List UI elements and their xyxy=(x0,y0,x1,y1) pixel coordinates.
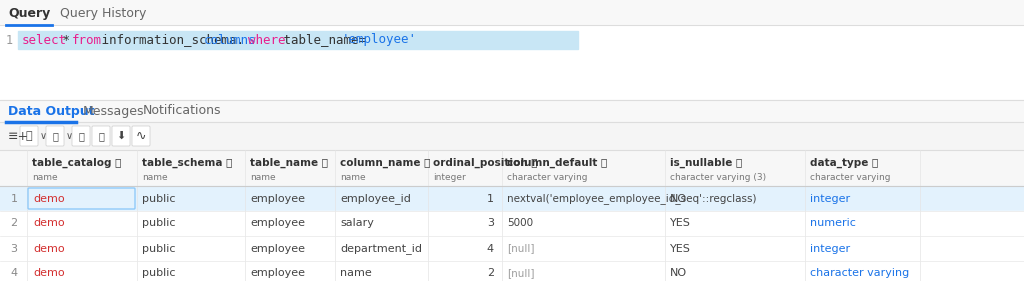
Text: select: select xyxy=(22,33,67,46)
Text: name: name xyxy=(32,173,57,182)
Text: character varying: character varying xyxy=(810,173,891,182)
Text: name: name xyxy=(142,173,168,182)
Text: Query: Query xyxy=(8,6,50,19)
Text: column_default 🔒: column_default 🔒 xyxy=(507,158,607,168)
Text: YES: YES xyxy=(670,219,691,228)
Text: employee_id: employee_id xyxy=(340,193,411,204)
Text: from: from xyxy=(72,33,101,46)
Text: [null]: [null] xyxy=(507,269,535,278)
Bar xyxy=(0,261,1024,281)
Text: 5000: 5000 xyxy=(507,219,534,228)
FancyBboxPatch shape xyxy=(46,126,63,146)
Text: department_id: department_id xyxy=(340,243,422,254)
FancyBboxPatch shape xyxy=(20,126,38,146)
Bar xyxy=(0,150,1024,186)
Text: ≡+: ≡+ xyxy=(8,130,29,142)
Text: ∨: ∨ xyxy=(66,131,73,141)
Text: data_type 🔒: data_type 🔒 xyxy=(810,158,879,168)
Text: 2: 2 xyxy=(486,269,494,278)
Text: demo: demo xyxy=(33,269,65,278)
Text: demo: demo xyxy=(33,194,65,203)
FancyBboxPatch shape xyxy=(92,126,110,146)
Text: salary: salary xyxy=(340,219,374,228)
Text: name: name xyxy=(250,173,275,182)
Text: demo: demo xyxy=(33,244,65,253)
Text: employee: employee xyxy=(250,244,305,253)
Text: public: public xyxy=(142,269,175,278)
Bar xyxy=(0,100,1024,122)
Text: nextval('employee_employee_id_seq'::regclass): nextval('employee_employee_id_seq'::regc… xyxy=(507,193,757,204)
Bar xyxy=(0,122,1024,150)
Text: columns: columns xyxy=(204,33,257,46)
Bar xyxy=(0,236,1024,261)
FancyBboxPatch shape xyxy=(112,126,130,146)
Text: table_catalog 🔒: table_catalog 🔒 xyxy=(32,158,122,168)
Bar xyxy=(0,25,1024,100)
Text: Notifications: Notifications xyxy=(143,105,221,117)
Text: is_nullable 🔒: is_nullable 🔒 xyxy=(670,158,742,168)
Text: public: public xyxy=(142,219,175,228)
Text: Messages: Messages xyxy=(83,105,144,117)
Text: Data Output: Data Output xyxy=(8,105,94,117)
Text: Query History: Query History xyxy=(60,6,146,19)
FancyBboxPatch shape xyxy=(132,126,150,146)
Bar xyxy=(18,31,578,49)
Text: 3: 3 xyxy=(487,219,494,228)
Text: employee: employee xyxy=(250,194,305,203)
Text: ordinal_position 🔒: ordinal_position 🔒 xyxy=(433,158,538,168)
Text: table_name 🔒: table_name 🔒 xyxy=(250,158,328,168)
Text: integer: integer xyxy=(433,173,466,182)
Text: public: public xyxy=(142,194,175,203)
Text: 4: 4 xyxy=(10,269,17,278)
Text: name: name xyxy=(340,269,372,278)
Text: 1: 1 xyxy=(10,194,17,203)
Text: ⬇: ⬇ xyxy=(117,131,126,141)
Text: employee: employee xyxy=(250,219,305,228)
Text: [null]: [null] xyxy=(507,244,535,253)
Text: integer: integer xyxy=(810,194,850,203)
FancyBboxPatch shape xyxy=(72,126,90,146)
Text: table_schema 🔒: table_schema 🔒 xyxy=(142,158,232,168)
Text: ∿: ∿ xyxy=(136,130,146,142)
Text: information_schema.: information_schema. xyxy=(94,33,244,46)
Text: 1: 1 xyxy=(6,33,13,46)
Bar xyxy=(0,186,1024,211)
Text: character varying (3): character varying (3) xyxy=(670,173,766,182)
Text: 3: 3 xyxy=(10,244,17,253)
Text: ⎘: ⎘ xyxy=(26,131,33,141)
Text: character varying: character varying xyxy=(507,173,588,182)
Bar xyxy=(0,211,1024,236)
Bar xyxy=(0,0,1024,25)
Text: NO: NO xyxy=(670,269,687,278)
Text: YES: YES xyxy=(670,244,691,253)
Text: NO: NO xyxy=(670,194,687,203)
Text: 🗄: 🗄 xyxy=(98,131,104,141)
Text: demo: demo xyxy=(33,219,65,228)
Text: 4: 4 xyxy=(486,244,494,253)
Text: table_name=: table_name= xyxy=(275,33,366,46)
Text: column_name 🔒: column_name 🔒 xyxy=(340,158,430,168)
Text: ∨: ∨ xyxy=(40,131,47,141)
Text: 'employee': 'employee' xyxy=(342,33,417,46)
Text: 📋: 📋 xyxy=(52,131,58,141)
Text: character varying: character varying xyxy=(810,269,909,278)
Text: public: public xyxy=(142,244,175,253)
Text: name: name xyxy=(340,173,366,182)
Text: employee: employee xyxy=(250,269,305,278)
Text: 2: 2 xyxy=(10,219,17,228)
Text: *: * xyxy=(55,33,78,46)
Text: numeric: numeric xyxy=(810,219,856,228)
Text: 🗑: 🗑 xyxy=(78,131,84,141)
FancyBboxPatch shape xyxy=(28,188,135,209)
Text: 1: 1 xyxy=(487,194,494,203)
Text: where: where xyxy=(248,33,286,46)
Text: integer: integer xyxy=(810,244,850,253)
